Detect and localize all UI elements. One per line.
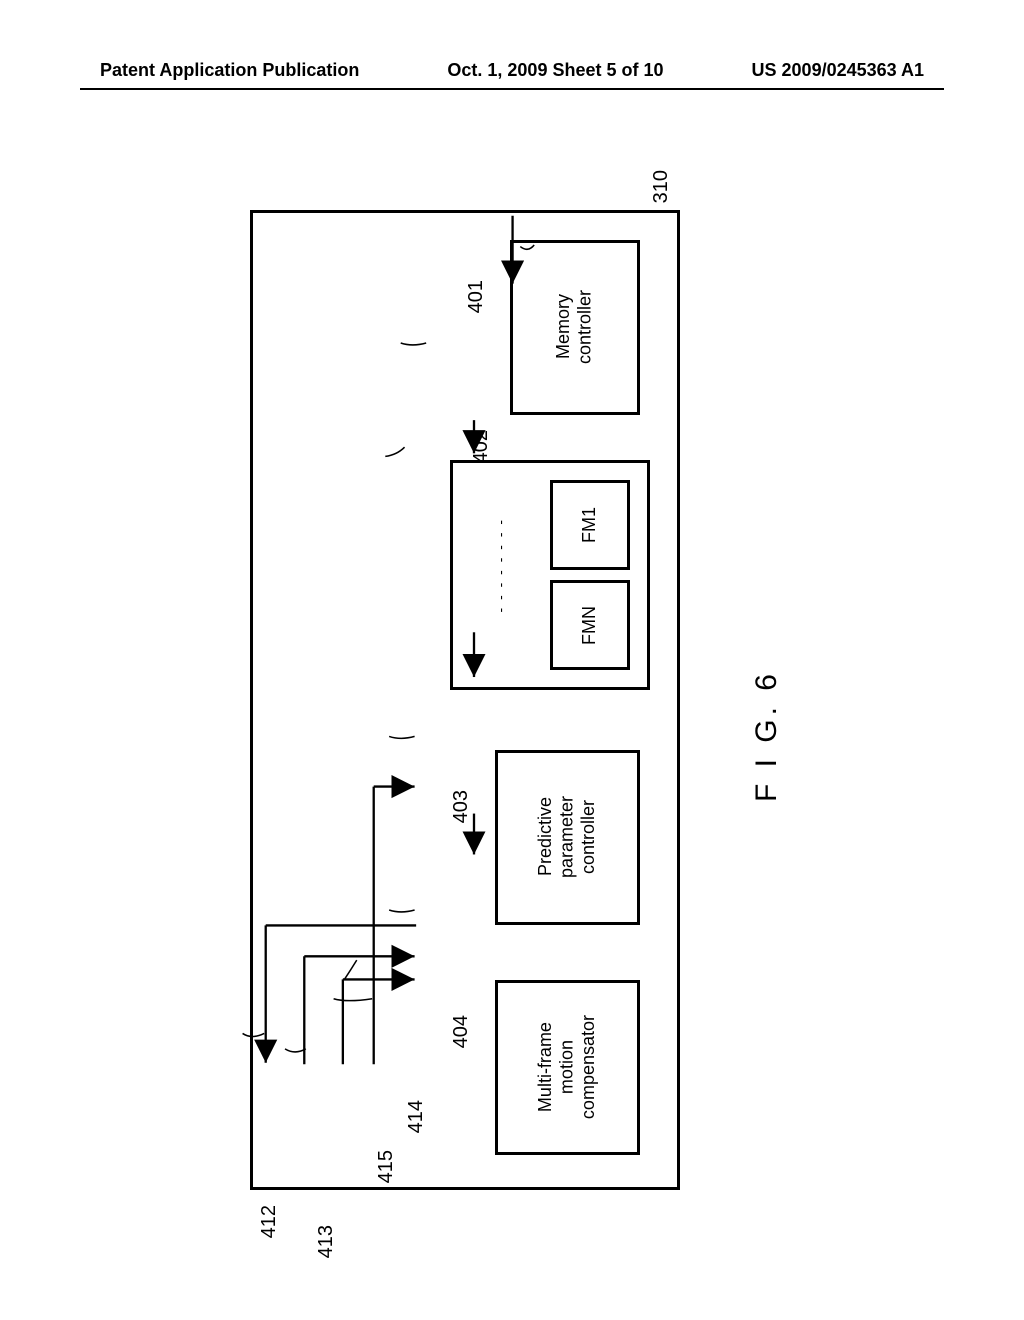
memory-controller-label: Memorycontroller (553, 290, 596, 364)
ref-412: 412 (258, 1205, 281, 1238)
diagram-area: Memorycontroller FM1 FMN - - - - - - - -… (150, 150, 690, 1130)
ref-403: 403 (450, 790, 473, 823)
predictive-label: Predictiveparametercontroller (535, 796, 600, 878)
header-rule (80, 88, 944, 90)
compensator-block: Multi-framemotioncompensator (495, 980, 640, 1155)
memory-controller-block: Memorycontroller (510, 240, 640, 415)
ref-414: 414 (405, 1100, 428, 1133)
ellipsis: - - - - - - - - (495, 520, 511, 615)
figure-label: F I G. 6 (750, 670, 784, 802)
ref-401: 401 (465, 280, 488, 313)
predictive-block: Predictiveparametercontroller (495, 750, 640, 925)
header-center: Oct. 1, 2009 Sheet 5 of 10 (447, 60, 663, 81)
ref-415: 415 (375, 1150, 398, 1183)
ref-402: 402 (470, 430, 493, 463)
fm1-label: FM1 (579, 507, 601, 543)
fmn-label: FMN (579, 606, 601, 645)
ref-413: 413 (315, 1225, 338, 1258)
ref-310: 310 (650, 170, 673, 203)
header-left: Patent Application Publication (100, 60, 359, 81)
header-right: US 2009/0245363 A1 (752, 60, 924, 81)
ref-404: 404 (450, 1015, 473, 1048)
compensator-label: Multi-framemotioncompensator (535, 1015, 600, 1119)
patent-header: Patent Application Publication Oct. 1, 2… (0, 60, 1024, 81)
fmn-block: FMN (550, 580, 630, 670)
fm1-block: FM1 (550, 480, 630, 570)
